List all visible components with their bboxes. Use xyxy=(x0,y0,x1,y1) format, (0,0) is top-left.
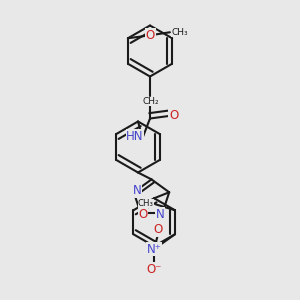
Text: O: O xyxy=(146,29,155,42)
Text: CH₂: CH₂ xyxy=(142,97,159,106)
Text: O: O xyxy=(154,223,163,236)
Text: O⁻: O⁻ xyxy=(146,263,162,276)
Text: HN: HN xyxy=(126,130,144,143)
Text: O: O xyxy=(138,208,148,221)
Text: N: N xyxy=(156,208,164,221)
Text: CH₃: CH₃ xyxy=(171,28,188,37)
Text: O: O xyxy=(169,109,178,122)
Text: N: N xyxy=(133,184,142,197)
Text: CH₃: CH₃ xyxy=(138,199,154,208)
Text: N⁺: N⁺ xyxy=(146,243,161,256)
